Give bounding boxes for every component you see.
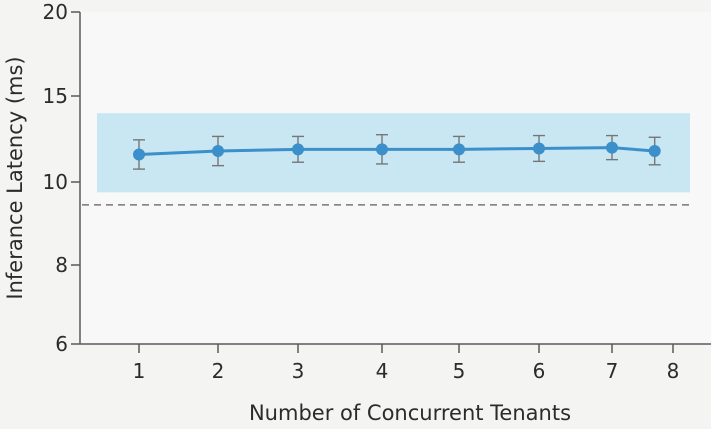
data-point-2 (212, 145, 224, 158)
data-point-7 (606, 141, 618, 154)
x-tick-label-1: 1 (133, 359, 146, 383)
series-line-1 (138, 146, 655, 156)
x-tick-label-5: 5 (453, 359, 466, 383)
x-tick-label-8: 8 (667, 359, 680, 383)
y-tick-label-6: 6 (55, 332, 68, 356)
x-tick-label-4: 4 (376, 359, 389, 383)
x-axis-title: Number of Concurrent Tenants (249, 401, 571, 425)
y-tick-label-20: 20 (43, 0, 68, 24)
data-point-3 (292, 143, 304, 156)
data-point-6 (533, 142, 545, 155)
data-point-1 (133, 148, 145, 161)
data-point-4 (376, 143, 388, 156)
data-point-5 (453, 143, 465, 156)
y-tick-label-15: 15 (43, 84, 68, 108)
x-tick-label-6: 6 (533, 359, 546, 383)
x-tick-label-7: 7 (606, 359, 619, 383)
y-tick-label-10: 10 (43, 170, 68, 194)
x-tick-label-3: 3 (292, 359, 305, 383)
y-axis-title: Inferance Latency (ms) (3, 56, 27, 299)
x-tick-label-2: 2 (212, 359, 225, 383)
y-tick-label-8: 8 (55, 253, 68, 277)
data-point-8 (648, 145, 661, 158)
